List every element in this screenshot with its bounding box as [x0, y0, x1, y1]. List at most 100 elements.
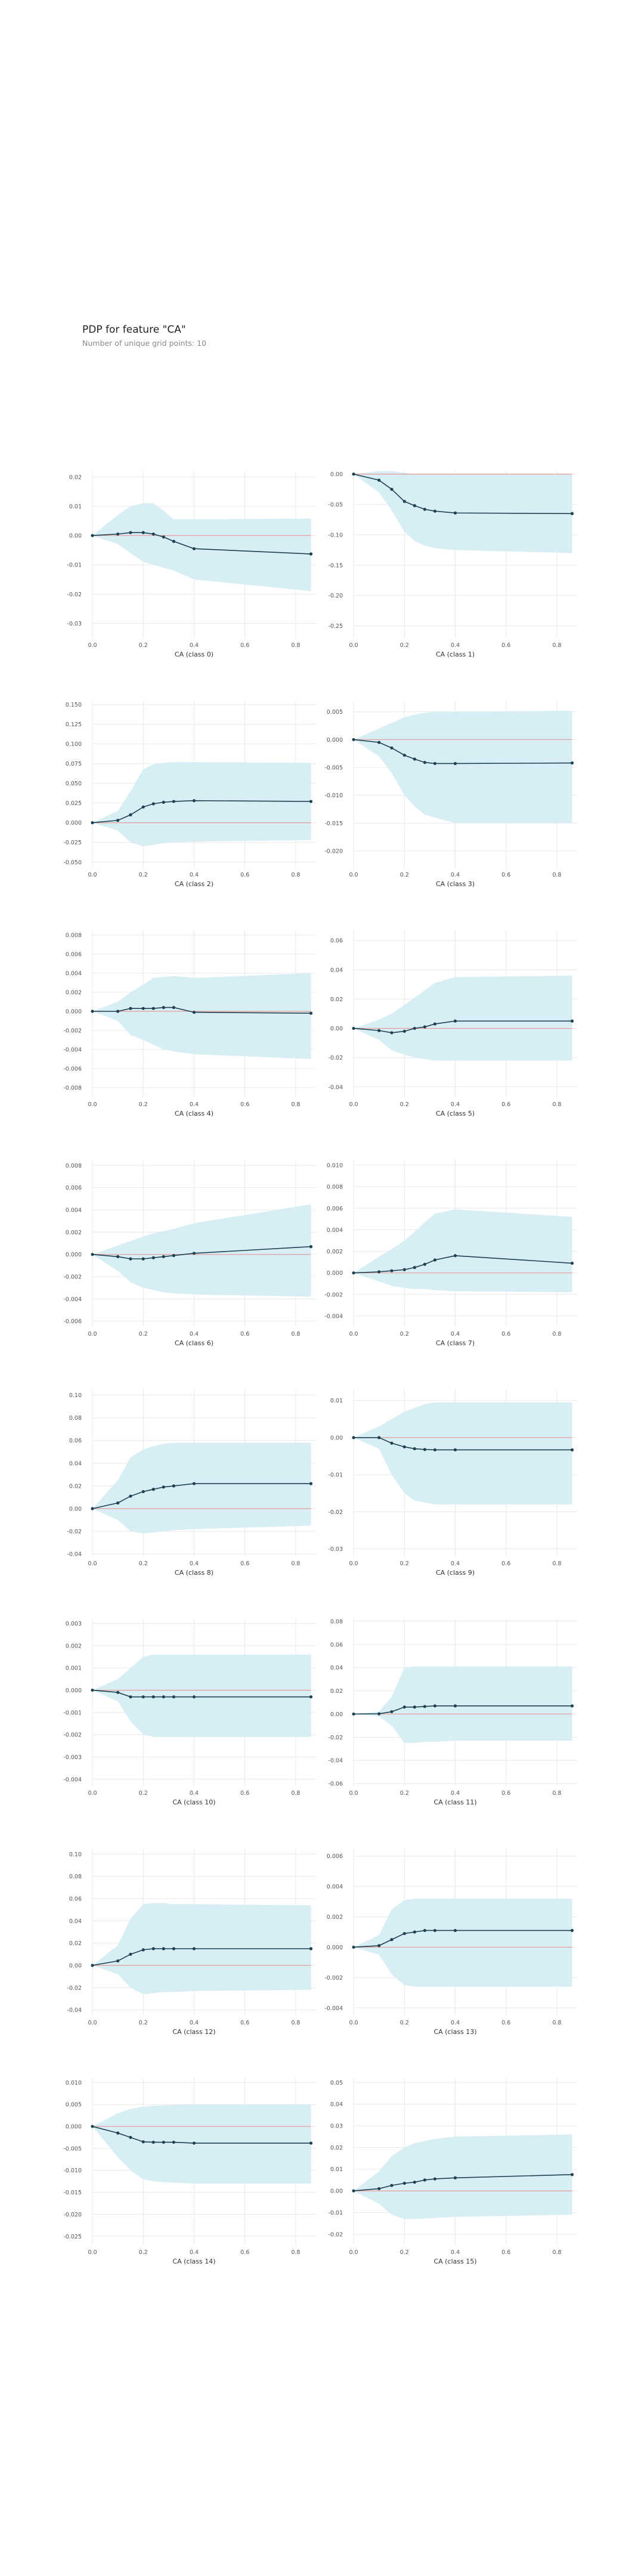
y-tick-label: 0.000	[66, 1252, 82, 1258]
pdp-point	[141, 1007, 145, 1010]
y-tick-label: 0.001	[66, 1665, 82, 1672]
y-tick-label: 0.003	[66, 1621, 82, 1627]
y-tick-label: 0.125	[66, 722, 82, 728]
pdp-point	[402, 500, 406, 503]
pdp-subplot: 0.006 0.004 0.002 0.000 -0.002 -0.004 0.0 0.2 0.…	[324, 1849, 577, 2036]
pdp-point	[423, 1448, 426, 1451]
x-tick-label: 0.4	[190, 1561, 199, 1567]
pdp-point	[309, 2141, 313, 2145]
y-tick-label: -0.002	[63, 1028, 82, 1035]
pdp-point	[129, 813, 132, 817]
x-tick-label: 0.4	[190, 1331, 199, 1337]
y-tick-label: 0.06	[69, 1896, 82, 1903]
pdp-point	[570, 1019, 574, 1023]
pdp-point	[192, 547, 196, 550]
x-tick-label: 0.4	[451, 1561, 460, 1567]
pdp-point	[377, 1436, 381, 1439]
y-tick-label: -0.025	[63, 840, 82, 846]
y-tick-label: 0.00	[69, 1963, 82, 1970]
y-tick-label: -0.025	[63, 2234, 82, 2240]
pdp-subplot: 0.00 -0.05 -0.10 -0.15 -0.20 -0.25 0.0 0.2 0.4 0.…	[328, 471, 577, 658]
x-tick-label: 0.4	[451, 1790, 460, 1797]
pdp-point	[151, 1695, 155, 1699]
y-tick-label: 0.008	[66, 1163, 82, 1169]
pdp-point	[172, 800, 175, 803]
pdp-subplot: 0.003 0.002 0.001 0.000 -0.001 -0.002 -0.003 -0…	[63, 1619, 316, 1806]
x-tick-label: 0.4	[451, 2249, 460, 2256]
x-tick-label: 0.0	[88, 1790, 97, 1797]
y-tick-label: 0.008	[327, 1184, 343, 1191]
pdp-point	[192, 1695, 196, 1699]
pdp-point	[116, 532, 120, 536]
pdp-point	[377, 478, 381, 482]
pdp-point	[151, 1256, 155, 1259]
pdp-point	[402, 1029, 406, 1033]
y-tick-label: 0.004	[66, 971, 82, 977]
pdp-point	[453, 1254, 457, 1258]
pdp-point	[162, 2140, 165, 2144]
x-tick-label: 0.8	[552, 2249, 561, 2256]
page-title: PDP for feature "CA"	[82, 324, 186, 336]
pdp-point	[91, 1010, 94, 1013]
pdp-point	[91, 534, 94, 537]
pdp-subplot: 0.010 0.005 0.000 -0.005 -0.010 -0.015 -0.020 -…	[63, 2078, 316, 2265]
pdp-point	[390, 1938, 394, 1942]
pdp-subplot: 0.10 0.08 0.06 0.04 0.02 0.00 -0.02 -0.04 0.0 0.2…	[67, 1389, 316, 1577]
pdp-point	[570, 2173, 574, 2176]
pdp-point	[390, 1269, 394, 1272]
y-tick-label: -0.03	[328, 1546, 343, 1553]
y-tick-label: -0.050	[63, 859, 82, 866]
y-tick-label: -0.05	[328, 502, 343, 509]
pdp-point	[390, 487, 394, 491]
y-tick-label: 0.04	[330, 1665, 343, 1671]
x-axis-label: CA (class 8)	[175, 1569, 213, 1577]
x-axis-label: CA (class 0)	[175, 651, 213, 658]
x-tick-label: 0.6	[240, 1790, 249, 1797]
y-tick-label: -0.010	[63, 2168, 82, 2174]
y-tick-label: -0.02	[67, 592, 82, 598]
x-tick-label: 0.0	[349, 1561, 358, 1567]
y-tick-label: 0.08	[330, 1618, 343, 1625]
x-tick-label: 0.6	[501, 1561, 510, 1567]
y-tick-label: -0.004	[63, 1047, 82, 1054]
pdp-point	[423, 507, 426, 511]
x-tick-label: 0.8	[291, 642, 300, 649]
y-tick-label: 0.004	[66, 1208, 82, 1214]
y-tick-label: 0.04	[330, 967, 343, 974]
x-tick-label: 0.0	[349, 1790, 358, 1797]
y-tick-label: 0.05	[330, 2080, 343, 2086]
x-tick-label: 0.0	[88, 1561, 97, 1567]
y-tick-label: 0.010	[66, 2080, 82, 2086]
x-tick-label: 0.6	[501, 2020, 510, 2026]
y-tick-label: -0.002	[324, 1975, 343, 1981]
y-tick-label: -0.01	[67, 562, 82, 569]
pdp-point	[192, 1252, 196, 1255]
pdp-subplot: 0.150 0.125 0.100 0.075 0.050 0.025 0.000 -0.02…	[63, 701, 316, 888]
x-tick-label: 0.0	[349, 2020, 358, 2026]
pdp-subplot: 0.008 0.006 0.004 0.002 0.000 -0.002 -0.004 -0.…	[63, 930, 316, 1117]
x-tick-label: 0.0	[349, 2249, 358, 2256]
pdp-point	[390, 1441, 394, 1445]
pdp-point	[377, 1270, 381, 1274]
x-axis-label: CA (class 6)	[175, 1339, 213, 1347]
x-tick-label: 0.4	[190, 1101, 199, 1108]
pdp-point	[172, 1947, 175, 1950]
y-tick-label: 0.08	[69, 1874, 82, 1880]
y-tick-label: -0.005	[324, 765, 343, 772]
pdp-point	[423, 761, 426, 764]
pdp-point	[352, 472, 355, 476]
x-tick-label: 0.8	[291, 2020, 300, 2026]
pdp-point	[192, 1011, 196, 1014]
x-axis-label: CA (class 10)	[172, 1798, 215, 1806]
y-tick-label: 0.075	[66, 761, 82, 767]
x-tick-label: 0.8	[291, 1331, 300, 1337]
y-tick-label: 0.00	[69, 1506, 82, 1513]
pdp-subplot: 0.02 0.01 0.00 -0.01 -0.02 -0.03 0.0 0.2 0.4 0.6 0…	[67, 471, 316, 658]
confidence-band	[92, 1204, 311, 1297]
x-tick-label: 0.8	[552, 1561, 561, 1567]
pdp-point	[570, 1261, 574, 1265]
pdp-point	[129, 1257, 132, 1261]
confidence-band	[354, 471, 572, 553]
y-tick-label: 0.08	[69, 1415, 82, 1422]
